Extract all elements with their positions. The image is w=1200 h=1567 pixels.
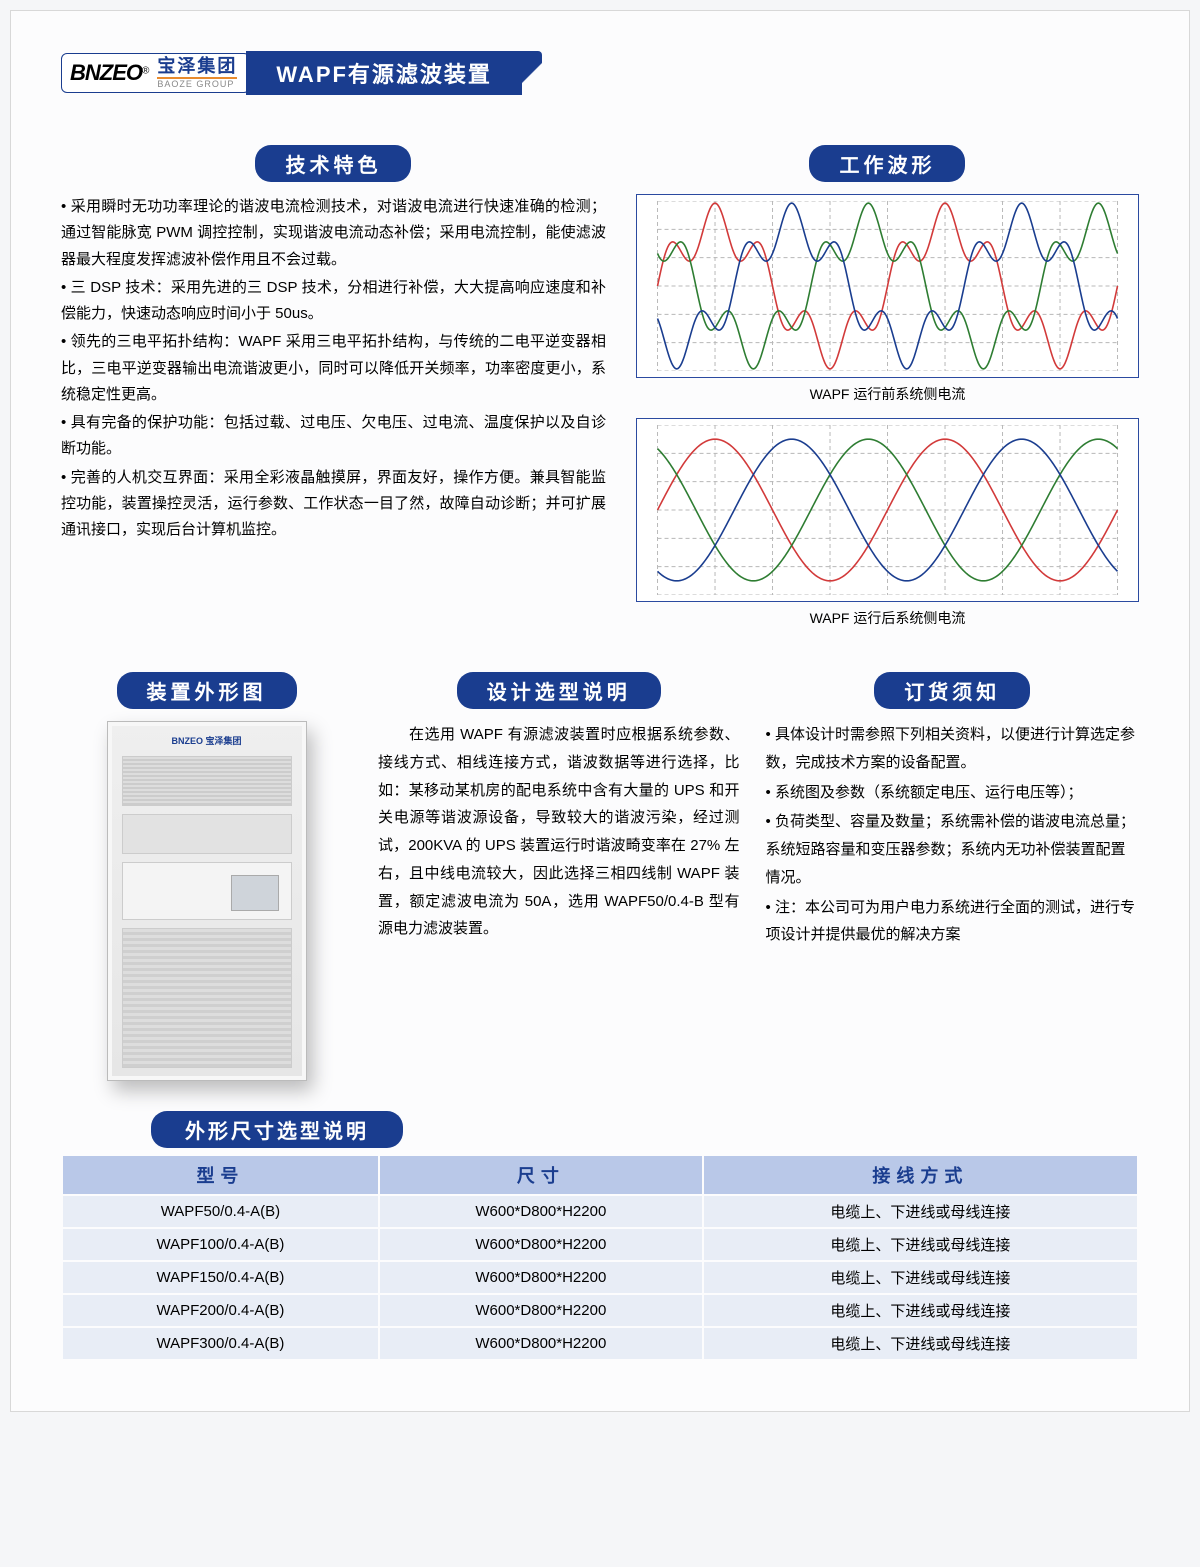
design-text: 在选用 WAPF 有源滤波装置时应根据系统参数、接线方式、相线连接方式，谐波数据… (372, 721, 745, 943)
page-header: BNZEO® 宝泽集团 BAOZE GROUP WAPF有源滤波装置 (61, 51, 1139, 95)
table-cell: WAPF300/0.4-A(B) (62, 1327, 379, 1360)
page: BNZEO® 宝泽集团 BAOZE GROUP WAPF有源滤波装置 技术特色 … (10, 10, 1190, 1412)
logo-en: BAOZE GROUP (157, 77, 237, 89)
logo-registered: ® (142, 66, 149, 77)
cabinet-panel (122, 814, 292, 854)
table-cell: WAPF150/0.4-A(B) (62, 1261, 379, 1294)
table-header: 型号 (62, 1155, 379, 1195)
waveform-after (636, 418, 1139, 602)
table-cell: 电缆上、下进线或母线连接 (703, 1195, 1138, 1228)
tech-features: 技术特色 • 采用瞬时无功功率理论的谐波电流检测技术，对谐波电流进行快速准确的检… (61, 145, 606, 642)
tech-bullets: • 采用瞬时无功功率理论的谐波电流检测技术，对谐波电流进行快速准确的检测；通过智… (61, 194, 606, 543)
order-bullets: • 具体设计时需参照下列相关资料，以便进行计算选定参数，完成技术方案的设备配置。… (766, 721, 1139, 949)
order-heading: 订货须知 (874, 672, 1030, 709)
cabinet-vent (122, 928, 292, 1068)
logo-mark-text: BNZEO (70, 60, 142, 85)
waveform-after-chart (643, 425, 1132, 595)
tech-bullet: • 采用瞬时无功功率理论的谐波电流检测技术，对谐波电流进行快速准确的检测；通过智… (61, 194, 606, 273)
page-title: WAPF有源滤波装置 (246, 51, 542, 95)
dimensions-table: 型号尺寸接线方式 WAPF50/0.4-A(B)W600*D800*H2200电… (61, 1154, 1139, 1361)
logo-cn: 宝泽集团 (157, 57, 237, 75)
table-cell: WAPF100/0.4-A(B) (62, 1228, 379, 1261)
order-bullet: • 负荷类型、容量及数量；系统需补偿的谐波电流总量；系统短路容量和变压器参数；系… (766, 808, 1139, 891)
waveform-before-chart (643, 201, 1132, 371)
waveforms: 工作波形 WAPF 运行前系统侧电流 WAPF 运行后系统侧电流 (636, 145, 1139, 642)
tech-bullet: • 领先的三电平拓扑结构：WAPF 采用三电平拓扑结构，与传统的二电平逆变器相比… (61, 329, 606, 408)
table-cell: W600*D800*H2200 (379, 1228, 703, 1261)
dimensions-section: 外形尺寸选型说明 型号尺寸接线方式 WAPF50/0.4-A(B)W600*D8… (61, 1111, 1139, 1361)
shape-column: 装置外形图 BNZEO 宝泽集团 (61, 672, 352, 1081)
table-cell: W600*D800*H2200 (379, 1195, 703, 1228)
table-header: 接线方式 (703, 1155, 1138, 1195)
tech-heading: 技术特色 (255, 145, 411, 182)
table-cell: 电缆上、下进线或母线连接 (703, 1327, 1138, 1360)
table-cell: 电缆上、下进线或母线连接 (703, 1228, 1138, 1261)
table-row: WAPF50/0.4-A(B)W600*D800*H2200电缆上、下进线或母线… (62, 1195, 1138, 1228)
table-cell: WAPF50/0.4-A(B) (62, 1195, 379, 1228)
table-row: WAPF100/0.4-A(B)W600*D800*H2200电缆上、下进线或母… (62, 1228, 1138, 1261)
table-header: 尺寸 (379, 1155, 703, 1195)
table-row: WAPF150/0.4-A(B)W600*D800*H2200电缆上、下进线或母… (62, 1261, 1138, 1294)
cabinet-logo: BNZEO 宝泽集团 (172, 734, 242, 747)
shape-heading: 装置外形图 (117, 672, 297, 709)
tech-bullet: • 三 DSP 技术：采用先进的三 DSP 技术，分相进行补偿，大大提高响应速度… (61, 275, 606, 328)
order-column: 订货须知 • 具体设计时需参照下列相关资料，以便进行计算选定参数，完成技术方案的… (766, 672, 1139, 951)
table-cell: 电缆上、下进线或母线连接 (703, 1294, 1138, 1327)
waveform-after-caption: WAPF 运行后系统侧电流 (636, 608, 1139, 628)
logo-text: 宝泽集团 BAOZE GROUP (157, 57, 237, 89)
wave-heading: 工作波形 (809, 145, 965, 182)
table-row: WAPF300/0.4-A(B)W600*D800*H2200电缆上、下进线或母… (62, 1327, 1138, 1360)
order-bullet: • 注：本公司可为用户电力系统进行全面的测试，进行专项设计并提供最优的解决方案 (766, 894, 1139, 950)
table-cell: W600*D800*H2200 (379, 1261, 703, 1294)
table-row: WAPF200/0.4-A(B)W600*D800*H2200电缆上、下进线或母… (62, 1294, 1138, 1327)
table-cell: WAPF200/0.4-A(B) (62, 1294, 379, 1327)
cabinet-screen (122, 862, 292, 920)
dim-heading-wrap: 外形尺寸选型说明 (61, 1111, 1139, 1148)
table-cell: W600*D800*H2200 (379, 1327, 703, 1360)
table-header-row: 型号尺寸接线方式 (62, 1155, 1138, 1195)
tech-bullet: • 具有完备的保护功能：包括过载、过电压、欠电压、过电流、温度保护以及自诊断功能… (61, 410, 606, 463)
order-bullet: • 具体设计时需参照下列相关资料，以便进行计算选定参数，完成技术方案的设备配置。 (766, 721, 1139, 777)
top-section: 技术特色 • 采用瞬时无功功率理论的谐波电流检测技术，对谐波电流进行快速准确的检… (61, 145, 1139, 642)
cabinet-vent (122, 756, 292, 806)
waveform-before-caption: WAPF 运行前系统侧电流 (636, 384, 1139, 404)
design-column: 设计选型说明 在选用 WAPF 有源滤波装置时应根据系统参数、接线方式、相线连接… (372, 672, 745, 943)
logo: BNZEO® 宝泽集团 BAOZE GROUP (61, 53, 250, 93)
design-heading: 设计选型说明 (457, 672, 661, 709)
logo-mark: BNZEO® (70, 60, 149, 86)
waveform-before (636, 194, 1139, 378)
cabinet-image: BNZEO 宝泽集团 (107, 721, 307, 1081)
table-cell: 电缆上、下进线或母线连接 (703, 1261, 1138, 1294)
table-cell: W600*D800*H2200 (379, 1294, 703, 1327)
mid-section: 装置外形图 BNZEO 宝泽集团 设计选型说明 在选用 WAPF 有源滤波装置时… (61, 672, 1139, 1081)
order-bullet: • 系统图及参数（系统额定电压、运行电压等）； (766, 779, 1139, 807)
dim-heading: 外形尺寸选型说明 (151, 1111, 403, 1148)
tech-bullet: • 完善的人机交互界面：采用全彩液晶触摸屏，界面友好，操作方便。兼具智能监控功能… (61, 465, 606, 544)
